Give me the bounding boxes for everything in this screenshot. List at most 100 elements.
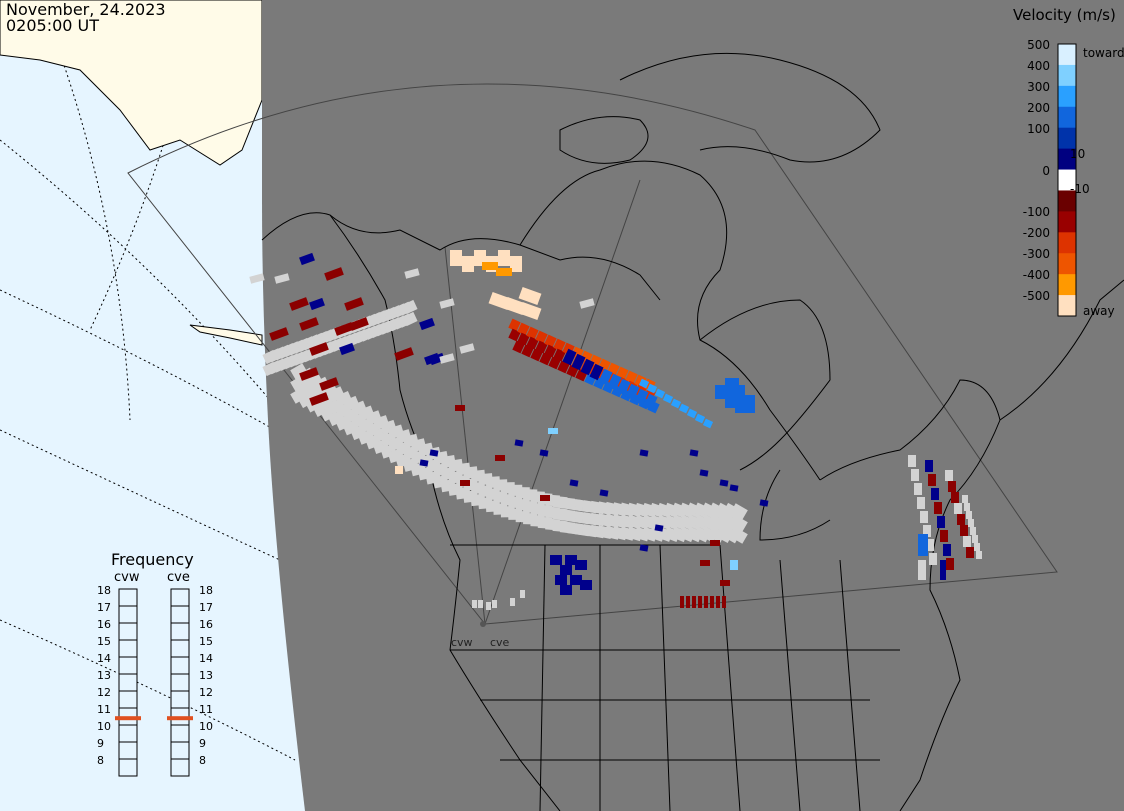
radar-site-label-cvw: cvw (451, 636, 473, 649)
velocity-cell (455, 405, 465, 411)
velocity-cell (492, 600, 497, 608)
velocity-cell (625, 370, 638, 384)
velocity-tick-label: 200 (1027, 100, 1050, 115)
velocity-cell (639, 449, 649, 457)
velocity-cell (404, 268, 420, 279)
frequency-cell (118, 656, 138, 675)
velocity-cell (544, 344, 557, 358)
velocity-cell (710, 596, 714, 608)
velocity-cell (974, 543, 980, 551)
velocity-scale-title: Velocity (m/s) (1013, 6, 1116, 24)
velocity-cell (730, 527, 748, 544)
velocity-cell (548, 428, 558, 434)
velocity-cell (518, 301, 542, 321)
velocity-cell (722, 596, 726, 608)
ocean-grid (0, 0, 296, 761)
frequency-cell (170, 656, 190, 675)
frequency-cell (170, 758, 190, 777)
velocity-cell (957, 514, 965, 525)
velocity-cell (482, 262, 498, 270)
velocity-cell (299, 252, 315, 266)
velocity-cell (686, 408, 698, 419)
velocity-cell (599, 489, 609, 497)
velocity-cell (972, 535, 978, 543)
velocity-tick-label: 0 (1042, 163, 1050, 178)
velocity-cell (460, 480, 470, 486)
frequency-cell (118, 673, 138, 692)
velocity-cell (439, 298, 455, 309)
velocity-cell (937, 516, 945, 528)
colorbar-segment (1058, 253, 1076, 275)
velocity-cell (670, 398, 682, 409)
frequency-cell (118, 639, 138, 658)
frequency-tick-label: 16 (199, 618, 213, 631)
frequency-cell (170, 724, 190, 743)
velocity-cell (964, 503, 970, 511)
velocity-cell (914, 483, 922, 495)
velocity-cell (459, 343, 475, 354)
velocity-cell (539, 449, 549, 457)
velocity-cell (908, 455, 916, 467)
velocity-tick-label: -500 (1022, 289, 1050, 304)
velocity-tick-label: -10 (1070, 182, 1090, 197)
velocity-cell (550, 555, 562, 565)
velocity-cell (694, 413, 706, 424)
frequency-cell (170, 639, 190, 658)
colorbar-segment (1058, 127, 1076, 150)
colorbar-frame (1057, 43, 1077, 317)
velocity-cell (639, 544, 649, 552)
toward-label: toward (1083, 46, 1124, 60)
velocity-cell (662, 393, 674, 404)
velocity-cell (508, 328, 521, 342)
frequency-cell (170, 588, 190, 607)
velocity-cell (309, 342, 329, 356)
night-shade (262, 0, 1124, 811)
velocity-cell (510, 256, 522, 272)
velocity-cell (699, 469, 709, 477)
velocity-cell (654, 388, 666, 399)
velocity-tick-label: 300 (1027, 79, 1050, 94)
velocity-cell (943, 544, 951, 556)
velocity-cell (439, 353, 455, 364)
velocity-cell (530, 348, 543, 362)
velocity-cell (918, 534, 928, 556)
velocity-cell (598, 368, 613, 386)
frequency-cell (118, 605, 138, 624)
velocity-cell (646, 383, 658, 394)
frequency-tick-label: 15 (97, 635, 111, 648)
velocity-cell (495, 455, 505, 461)
velocity-cell (344, 297, 364, 311)
velocity-cell (289, 297, 309, 311)
velocity-cell (429, 352, 445, 366)
frequency-cell (118, 741, 138, 760)
velocity-cell (419, 459, 429, 467)
velocity-cell (643, 393, 658, 411)
colorbar-segment (1058, 148, 1076, 171)
frequency-tick-label: 15 (199, 635, 213, 648)
velocity-cell (680, 596, 684, 608)
frequency-tick-label: 17 (97, 601, 111, 614)
velocity-cell (580, 358, 595, 376)
velocity-cell (700, 560, 710, 566)
velocity-cells (249, 250, 982, 610)
velocity-cell (571, 353, 586, 371)
frequency-title: Frequency (111, 550, 194, 569)
velocity-tick-label: 100 (1027, 121, 1050, 136)
frequency-tick-label: 10 (199, 720, 213, 733)
frequency-tick-label: 12 (199, 686, 213, 699)
frequency-tick-label: 8 (199, 754, 206, 767)
velocity-cell (960, 525, 968, 536)
velocity-cell (419, 317, 435, 331)
velocity-cell (730, 560, 738, 570)
frequency-cell (118, 588, 138, 607)
velocity-cell (607, 373, 622, 391)
colorbar-segment (1058, 295, 1076, 317)
velocity-cell (954, 503, 962, 514)
velocity-cell (540, 495, 550, 501)
velocity-cell (510, 598, 515, 606)
velocity-cell (634, 388, 649, 406)
velocity-cell (526, 326, 539, 340)
velocity-tick-label: 400 (1027, 58, 1050, 73)
velocity-cell (970, 527, 976, 535)
